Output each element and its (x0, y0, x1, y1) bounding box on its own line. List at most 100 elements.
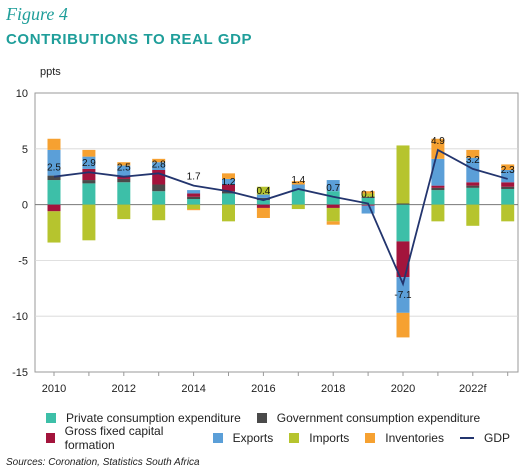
legend-swatch-private-consumption (46, 413, 56, 423)
bar-segment (187, 204, 201, 210)
x-tick-label: 2010 (42, 383, 66, 395)
gdp-data-label: 0.1 (361, 189, 375, 200)
bar-segment (47, 180, 61, 205)
bar-segment (326, 207, 340, 222)
bar-segment (466, 157, 480, 183)
bar-segment (222, 178, 235, 185)
bar-segment (256, 186, 270, 195)
bar-segment (361, 193, 375, 197)
gdp-data-label: 0.4 (256, 186, 270, 197)
gdp-data-label: 2.5 (117, 163, 131, 174)
bar-segment (117, 178, 131, 183)
legend-swatch-gdp (459, 437, 474, 439)
bar-segment (82, 183, 96, 205)
gdp-data-label: 2.5 (47, 163, 61, 174)
bar-segment (152, 162, 166, 171)
bar-segment (501, 204, 515, 222)
bar-segment (361, 205, 375, 214)
y-tick-label: 10 (16, 88, 28, 100)
legend: Private consumption expenditure Governme… (46, 408, 526, 452)
legend-swatch-inventories (365, 433, 376, 443)
bar-segment (152, 170, 166, 185)
bar-segment (82, 156, 96, 169)
bar-segment (291, 188, 305, 205)
bar-segment (152, 191, 166, 205)
gdp-data-label: 2.8 (152, 159, 166, 170)
bar-segment (501, 170, 515, 183)
gdp-data-label: 2.3 (501, 165, 515, 176)
y-tick-label: -15 (12, 367, 28, 379)
bar-segment (256, 194, 270, 198)
bar-segment (431, 187, 445, 191)
y-tick-label: -5 (18, 255, 28, 267)
gdp-data-label: 3.2 (466, 155, 480, 166)
bar-segment (501, 164, 515, 171)
gdp-data-label: -7.1 (394, 290, 412, 301)
legend-label-inventories: Inventories (385, 431, 444, 445)
bar-segment (501, 188, 515, 205)
bar-segment (396, 204, 410, 242)
bar-segment (396, 312, 410, 338)
legend-label-private-consumption: Private consumption expenditure (66, 411, 241, 425)
legend-label-gross-fixed-capital: Gross fixed capital formation (64, 424, 164, 452)
bar-segment (256, 197, 270, 201)
y-tick-label: -10 (12, 311, 28, 323)
legend-swatch-imports (289, 433, 300, 443)
bar-segment (152, 204, 166, 221)
x-tick-label: 2020 (391, 383, 415, 395)
bar-segment (117, 162, 131, 166)
y-tick-label: 0 (22, 200, 28, 212)
bar-segment (222, 193, 235, 205)
bar-segment (117, 165, 131, 177)
x-tick-label: 2012 (112, 383, 136, 395)
bar-segment (466, 204, 480, 226)
legend-label-government-consumption: Government consumption expenditure (276, 411, 481, 425)
bar-segment (501, 182, 515, 187)
gdp-data-label: 1.2 (222, 177, 236, 188)
gdp-data-label: 1.7 (187, 172, 201, 183)
bar-segment (82, 204, 96, 241)
legend-item-gdp: GDP (459, 431, 510, 445)
bar-segment (47, 138, 61, 150)
legend-item-inventories: Inventories (365, 431, 444, 445)
bar-segment (466, 182, 480, 186)
bar-segment (152, 184, 166, 192)
legend-item-imports: Imports (289, 431, 349, 445)
gdp-data-label: 2.9 (82, 158, 96, 169)
legend-item-government-consumption: Government consumption expenditure (256, 411, 481, 425)
bar-segment (396, 277, 410, 313)
bar-segment (431, 185, 445, 188)
bar-segment (466, 187, 480, 205)
legend-swatch-government-consumption (256, 413, 267, 423)
bar-segment (187, 209, 201, 211)
bar-segment (466, 185, 480, 188)
gdp-data-label: 0.7 (326, 183, 340, 194)
sources-note: Sources: Coronation, Statistics South Af… (6, 457, 200, 468)
bar-segment (222, 173, 235, 179)
legend-item-gross-fixed-capital: Gross fixed capital formation (46, 424, 197, 452)
plot-frame (34, 92, 519, 373)
bar-segment (222, 204, 235, 222)
bar-segment (361, 197, 375, 205)
bar-segment (466, 149, 480, 158)
bar-segment (291, 184, 305, 189)
bar-segment (47, 149, 61, 176)
bar-segment (222, 191, 235, 194)
y-tick-label: 5 (22, 144, 28, 156)
bar-segment (117, 204, 131, 220)
bar-segment (326, 221, 340, 225)
bar-segment (187, 199, 201, 205)
bar-segment (396, 203, 410, 205)
bar-segment (187, 196, 201, 200)
bar-segment (291, 204, 305, 210)
bar-segment (291, 181, 305, 185)
bar-segment (47, 204, 61, 212)
bar-segment (187, 193, 201, 197)
legend-item-private-consumption: Private consumption expenditure (46, 411, 241, 425)
bar-segment (82, 168, 96, 181)
gdp-line (53, 148, 508, 287)
bar-segment (47, 175, 61, 181)
gdp-data-label: 1.4 (291, 175, 305, 186)
bar-segment (82, 180, 96, 184)
bar-segment (47, 211, 61, 243)
